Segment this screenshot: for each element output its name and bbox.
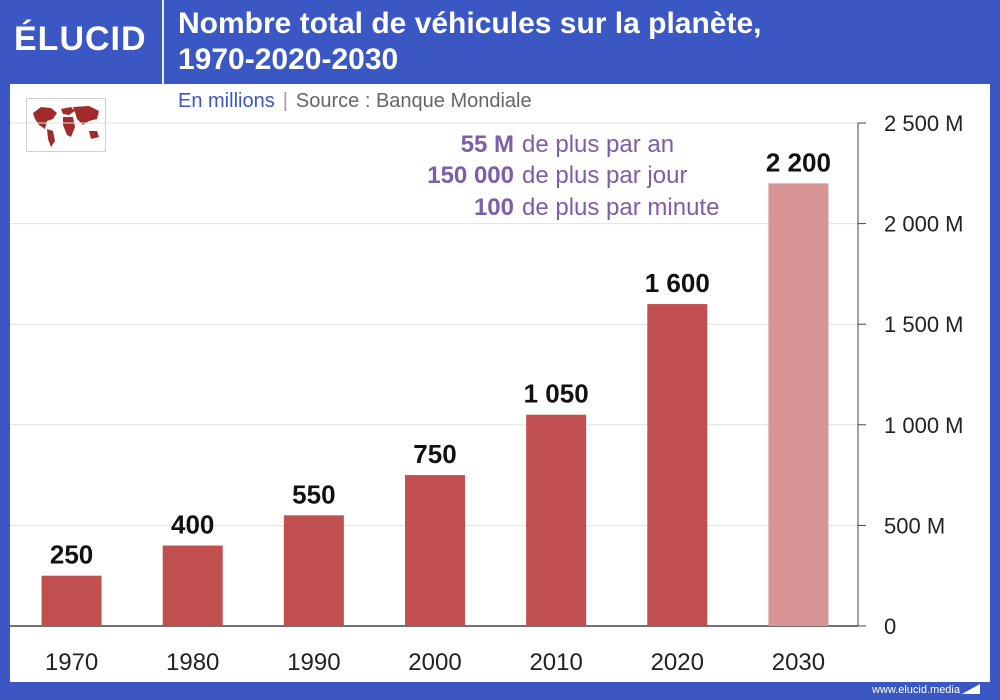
- bar-2030: [768, 183, 829, 627]
- data-label: 750: [413, 439, 456, 469]
- brand-logo: ÉLUCID: [14, 20, 147, 58]
- annotation-per-day: 150 000 de plus par jour: [406, 162, 687, 190]
- data-label: 400: [171, 510, 214, 540]
- bar-2020: [647, 304, 708, 626]
- y-tick-label: 500 M: [884, 513, 945, 538]
- x-tick-label: 1970: [45, 649, 98, 676]
- x-tick-label: 2010: [529, 649, 582, 676]
- annotation-value: 55 M: [460, 131, 514, 158]
- bar-1980: [162, 545, 223, 626]
- chart-title-line1: Nombre total de véhicules sur la planète…: [178, 7, 762, 40]
- data-label: 2 200: [766, 147, 831, 177]
- bar-2010: [526, 414, 587, 626]
- data-label: 250: [50, 540, 93, 570]
- y-tick-label: 1 500 M: [884, 312, 964, 337]
- y-tick-label: 0: [884, 614, 896, 639]
- chart-title-line2: 1970-2020-2030: [178, 43, 399, 76]
- bar-1990: [283, 515, 344, 626]
- y-tick-label: 2 000 M: [884, 212, 964, 237]
- y-tick-label: 1 000 M: [884, 413, 964, 438]
- annotation-text: de plus par jour: [522, 162, 688, 189]
- elucid-mark-icon: [962, 684, 980, 694]
- annotation-text: de plus par an: [522, 131, 675, 158]
- subtitle-separator: |: [282, 90, 288, 112]
- units-label: En millions: [178, 90, 275, 112]
- bar-1970: [41, 575, 102, 626]
- data-label: 550: [292, 479, 335, 509]
- bar-2000: [405, 475, 465, 626]
- annotation-value: 150 000: [427, 162, 514, 189]
- x-tick-label: 1990: [287, 649, 340, 676]
- y-tick-label: 2 500 M: [884, 111, 964, 136]
- data-label: 1 050: [524, 379, 589, 409]
- x-tick-label: 1980: [166, 649, 219, 676]
- chart-title: Nombre total de véhicules sur la planète…: [178, 6, 978, 78]
- annotation-text: de plus par minute: [522, 194, 720, 221]
- header-divider: [162, 0, 164, 84]
- data-label: 1 600: [645, 268, 710, 298]
- x-tick-label: 2020: [651, 649, 704, 676]
- source-label: Source : Banque Mondiale: [295, 90, 532, 112]
- world-map-icon: [26, 98, 106, 152]
- x-tick-label: 2000: [408, 649, 461, 676]
- x-tick-label: 2030: [772, 649, 825, 676]
- subtitle: En millions | Source : Banque Mondiale: [178, 90, 532, 113]
- annotation-value: 100: [473, 194, 514, 221]
- annotation-per-year: 55 M de plus par an: [420, 131, 674, 159]
- annotation-per-minute: 100 de plus par minute: [420, 194, 720, 222]
- header: ÉLUCID Nombre total de véhicules sur la …: [0, 0, 1000, 84]
- footer-url: www.elucid.media: [871, 684, 960, 696]
